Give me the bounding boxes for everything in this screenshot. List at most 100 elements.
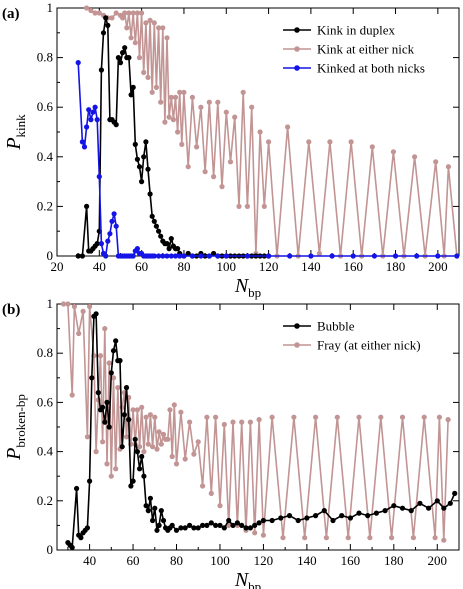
- data-point: [79, 139, 85, 145]
- y-axis-title-subscript: kink: [13, 114, 28, 138]
- data-point: [98, 67, 104, 73]
- data-point: [236, 203, 242, 209]
- data-point: [378, 414, 384, 420]
- data-point: [266, 253, 272, 259]
- data-point: [149, 89, 155, 95]
- data-point: [130, 407, 136, 413]
- series-fray-at-either-nick: [60, 301, 451, 543]
- data-point: [206, 99, 212, 105]
- data-point: [93, 449, 99, 455]
- data-point: [168, 236, 174, 242]
- x-axis-title-main: N: [234, 275, 250, 297]
- data-point: [87, 478, 93, 484]
- data-point: [104, 399, 110, 405]
- data-point: [139, 404, 145, 410]
- data-point: [93, 311, 99, 317]
- data-point: [96, 10, 102, 16]
- data-point: [105, 238, 111, 244]
- data-point: [287, 253, 293, 259]
- data-point: [169, 522, 175, 529]
- data-point: [306, 139, 312, 145]
- data-point: [126, 55, 132, 61]
- legend-label: Kink in duplex: [317, 23, 395, 38]
- data-point: [175, 129, 181, 135]
- x-tick-label: 160: [341, 553, 361, 568]
- data-point: [445, 164, 451, 170]
- data-point: [175, 246, 181, 252]
- data-point: [217, 503, 223, 509]
- data-point: [390, 149, 396, 155]
- data-point: [182, 456, 188, 462]
- legend-label: Fray (at either nick): [317, 338, 421, 353]
- x-tick-label: 180: [384, 553, 404, 568]
- data-point: [347, 515, 353, 521]
- data-point: [239, 419, 245, 425]
- data-point: [110, 375, 117, 381]
- data-point: [414, 253, 420, 259]
- x-tick-label: 120: [259, 259, 279, 274]
- data-point: [102, 326, 108, 332]
- data-point: [195, 439, 201, 445]
- data-point: [191, 525, 197, 531]
- data-point: [147, 191, 153, 197]
- data-point: [223, 109, 229, 115]
- data-point: [187, 419, 193, 425]
- data-point: [285, 124, 291, 130]
- data-point: [90, 109, 96, 115]
- data-point: [109, 15, 115, 21]
- data-point: [230, 522, 236, 529]
- data-point: [249, 104, 255, 110]
- data-point: [177, 89, 183, 95]
- data-point: [98, 241, 104, 247]
- data-point: [130, 253, 136, 259]
- data-point: [316, 250, 322, 257]
- data-point: [160, 25, 166, 31]
- data-point: [143, 503, 149, 509]
- data-point: [286, 513, 293, 519]
- series-bubble: [65, 311, 458, 551]
- data-point: [124, 25, 130, 31]
- data-point: [356, 510, 362, 516]
- data-point: [100, 439, 106, 445]
- data-point: [158, 233, 164, 239]
- y-axis-title-subscript: broken-bp: [13, 394, 28, 447]
- data-point: [103, 15, 109, 21]
- data-point: [173, 527, 180, 533]
- data-point: [257, 129, 263, 135]
- x-tick-label: 100: [210, 553, 230, 568]
- data-point: [96, 174, 102, 180]
- data-point: [313, 513, 319, 519]
- data-point: [113, 122, 119, 128]
- x-tick-label: 60: [135, 259, 148, 274]
- data-point: [147, 17, 153, 23]
- x-tick-label: 40: [83, 553, 96, 568]
- data-point: [445, 417, 451, 423]
- data-point: [104, 461, 110, 467]
- data-point: [92, 10, 98, 16]
- series-line: [63, 303, 449, 541]
- data-point: [171, 402, 177, 408]
- data-point: [215, 99, 221, 105]
- data-point: [132, 40, 138, 46]
- data-point: [75, 60, 81, 66]
- data-point: [348, 139, 354, 145]
- data-point: [260, 532, 266, 538]
- data-point: [153, 84, 159, 90]
- data-point: [200, 522, 206, 529]
- legend-swatch-marker: [294, 342, 300, 348]
- series-line: [86, 7, 458, 257]
- data-point: [399, 414, 406, 420]
- data-point: [122, 10, 128, 16]
- data-point: [113, 338, 119, 344]
- data-point: [433, 159, 439, 165]
- data-point: [156, 522, 162, 529]
- data-point: [172, 94, 179, 100]
- x-tick-label: 120: [254, 553, 274, 568]
- x-tick-label: 200: [428, 259, 448, 274]
- data-point: [244, 203, 250, 209]
- data-point: [76, 330, 82, 337]
- data-point: [198, 253, 204, 259]
- data-point: [69, 392, 75, 398]
- data-point: [111, 211, 117, 217]
- panel-label: (b): [2, 302, 20, 318]
